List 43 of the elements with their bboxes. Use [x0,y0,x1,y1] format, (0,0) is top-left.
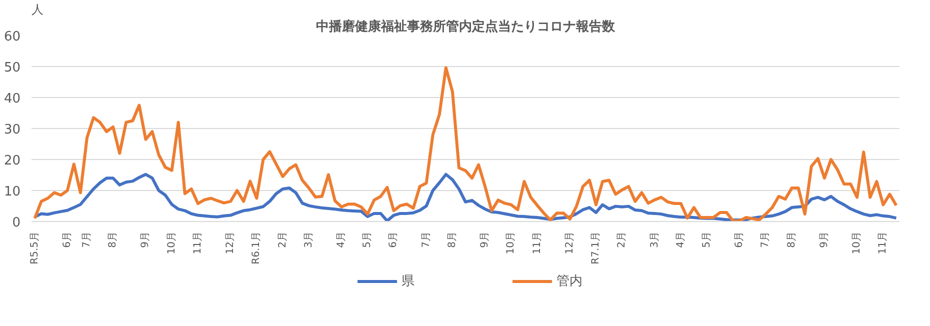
x-tick-label: 2月 [616,231,628,248]
x-tick-label: 9月 [818,231,830,248]
line-series [33,66,898,222]
x-tick-label: 9月 [140,231,152,248]
x-tick-label: 8月 [786,231,798,248]
x-tick-label: 8月 [108,231,119,248]
x-tick-label: R5.5月 [29,231,40,264]
y-tick-label: 60 [4,30,21,44]
x-tick-label: 11月 [878,231,889,254]
y-axis-title: 人 [32,2,44,16]
y-tick-label: 30 [4,122,21,138]
x-tick-label: 12月 [564,231,576,254]
x-tick-label: 11月 [192,231,204,254]
y-tick-label: 40 [4,92,21,106]
x-tick-label: 2月 [277,231,288,248]
x-tick-label: 3月 [649,231,660,248]
x-tick-label: 6月 [388,231,400,248]
x-tick-label: 6月 [734,231,746,248]
legend-label: 県 [402,273,416,290]
x-tick-label: 3月 [303,231,314,248]
x-tick-label: 10月 [852,231,863,254]
x-tick-label: R6.1月 [251,231,262,264]
legend-label: 管内 [556,273,582,290]
y-tick-label: 0 [12,216,21,230]
y-tick-label: 20 [4,154,21,168]
x-tick-label: 11月 [532,231,543,254]
x-tick-label: 10月 [166,231,178,254]
x-tick-label: 4月 [675,231,686,248]
y-tick-label: 50 [4,60,21,76]
x-tick-label: 4月 [336,231,347,248]
x-tick-label: 9月 [480,231,491,248]
chart-title: 中播磨健康福祉事務所管内定点当たりコロナ報告数 [316,18,616,34]
x-tick-label: 12月 [225,231,236,254]
x-tick-label: 6月 [62,231,73,248]
x-tick-label: 10月 [506,231,517,254]
x-tick-label: 7月 [81,231,92,248]
x-tick-label: 5月 [362,231,374,248]
x-tick-label: 8月 [446,231,458,248]
x-tick-label: R7.1月 [590,231,602,264]
x-tick-label: 5月 [701,231,712,248]
x-tick-label: 7月 [760,231,772,248]
y-tick-label: 10 [4,184,21,200]
x-tick-label: 7月 [420,231,432,248]
